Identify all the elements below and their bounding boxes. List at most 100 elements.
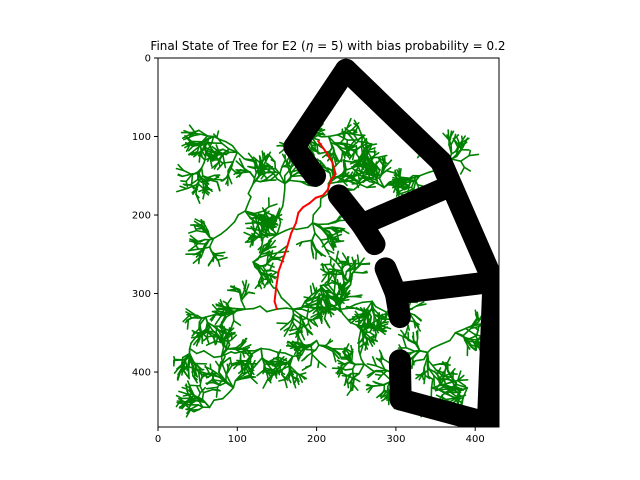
tree-edge bbox=[183, 134, 195, 141]
tree-edge bbox=[282, 188, 286, 203]
tree-edge bbox=[202, 336, 208, 342]
tree-edge bbox=[225, 367, 229, 376]
y-axis: 0 100 200 300 400 bbox=[132, 54, 158, 379]
tree-edge bbox=[302, 305, 315, 309]
tree-edge bbox=[186, 380, 192, 389]
tree-edge bbox=[358, 350, 363, 360]
tree-edge bbox=[306, 308, 310, 319]
tree-edge bbox=[263, 163, 269, 168]
tree-edge bbox=[245, 158, 257, 163]
tree-edge bbox=[248, 166, 257, 170]
tree-edge bbox=[338, 227, 350, 235]
tree-edge bbox=[331, 273, 344, 276]
tree-edge bbox=[195, 244, 200, 250]
tree-edge bbox=[236, 151, 246, 160]
tree-edge bbox=[199, 224, 208, 233]
tree-edge bbox=[441, 388, 451, 397]
tree-edge bbox=[301, 317, 308, 321]
tree-edge bbox=[291, 375, 300, 383]
tree-edge bbox=[329, 152, 335, 156]
tree-edge bbox=[212, 379, 222, 387]
tree-edge bbox=[365, 384, 374, 387]
tree-edge bbox=[193, 399, 206, 404]
tree-edge bbox=[269, 371, 275, 383]
tree-edge bbox=[298, 374, 304, 384]
tree-edge bbox=[195, 350, 205, 355]
tree-edge bbox=[349, 271, 355, 277]
tree-edge bbox=[284, 175, 293, 185]
tree-edge bbox=[350, 140, 360, 149]
tree-edge bbox=[305, 302, 318, 308]
path-segment bbox=[294, 211, 300, 224]
tree-edge bbox=[340, 264, 346, 272]
tree-edge bbox=[283, 378, 288, 389]
tree-edge bbox=[424, 374, 431, 380]
tree-edge bbox=[261, 150, 265, 160]
tree-edge bbox=[448, 137, 452, 146]
tree-edge bbox=[333, 240, 345, 244]
tree-edge bbox=[257, 250, 264, 259]
tree-edge bbox=[262, 270, 270, 281]
tree-edge bbox=[281, 373, 286, 380]
chart-title-part-1: Final State of Tree for E2 ( bbox=[150, 39, 305, 53]
tree-edge bbox=[215, 325, 218, 334]
tree-edge bbox=[341, 150, 346, 159]
tree-edge bbox=[293, 323, 301, 333]
tree-edge bbox=[367, 385, 374, 394]
tree-edge bbox=[407, 349, 421, 354]
tree-edge bbox=[359, 325, 364, 336]
tree-edge bbox=[456, 374, 465, 382]
tree-edge bbox=[416, 337, 419, 345]
tree-edge bbox=[188, 229, 198, 234]
tree-edge bbox=[257, 264, 265, 272]
tree-edge bbox=[176, 369, 182, 381]
tree-edge bbox=[292, 306, 303, 311]
tree-edge bbox=[396, 169, 402, 179]
tree-edge bbox=[258, 155, 262, 163]
tree-edge bbox=[267, 363, 275, 366]
y-tick-label: 0 bbox=[145, 54, 151, 65]
tree-edge bbox=[260, 347, 271, 351]
tree-edge bbox=[380, 361, 386, 371]
chart-title-part-2: = 5) with bias probability = 0.2 bbox=[313, 39, 505, 53]
tree-edge bbox=[292, 313, 303, 321]
tree-edge bbox=[415, 174, 421, 182]
tree-edge bbox=[190, 173, 194, 187]
tree-edge bbox=[290, 171, 299, 178]
tree-edge bbox=[372, 384, 384, 387]
tree-edge bbox=[445, 364, 449, 373]
tree-edge bbox=[295, 226, 309, 231]
tree-edge bbox=[328, 255, 337, 263]
tree-edge bbox=[185, 311, 192, 316]
tree-edge bbox=[204, 313, 216, 318]
tree-edge bbox=[466, 340, 478, 343]
tree-edge bbox=[370, 307, 375, 316]
tree-edge bbox=[332, 350, 340, 360]
tree-edge bbox=[252, 232, 256, 242]
tree-edge bbox=[256, 356, 264, 365]
tree-edge bbox=[203, 350, 215, 359]
tree-edge bbox=[212, 233, 222, 240]
tree-edge bbox=[402, 336, 407, 349]
tree-edge bbox=[359, 343, 365, 355]
tree-edge bbox=[343, 256, 350, 267]
tree-edge bbox=[225, 140, 234, 147]
tree-edge bbox=[179, 185, 188, 190]
tree-edge bbox=[452, 379, 458, 386]
tree-edge bbox=[187, 366, 190, 379]
tree-edge bbox=[467, 334, 478, 341]
tree-edge bbox=[311, 222, 316, 234]
tree-edge bbox=[318, 301, 326, 311]
tree-edge bbox=[450, 158, 462, 163]
tree-edge bbox=[459, 160, 466, 169]
tree-edge bbox=[268, 348, 278, 353]
tree-edge bbox=[329, 263, 337, 272]
tree-edge bbox=[218, 371, 227, 382]
tree-edge bbox=[358, 154, 366, 162]
tree-edge bbox=[208, 237, 215, 248]
tree-edge bbox=[325, 248, 330, 255]
tree-edge bbox=[224, 306, 231, 312]
tree-edge bbox=[246, 240, 254, 244]
tree-edge bbox=[315, 248, 323, 257]
